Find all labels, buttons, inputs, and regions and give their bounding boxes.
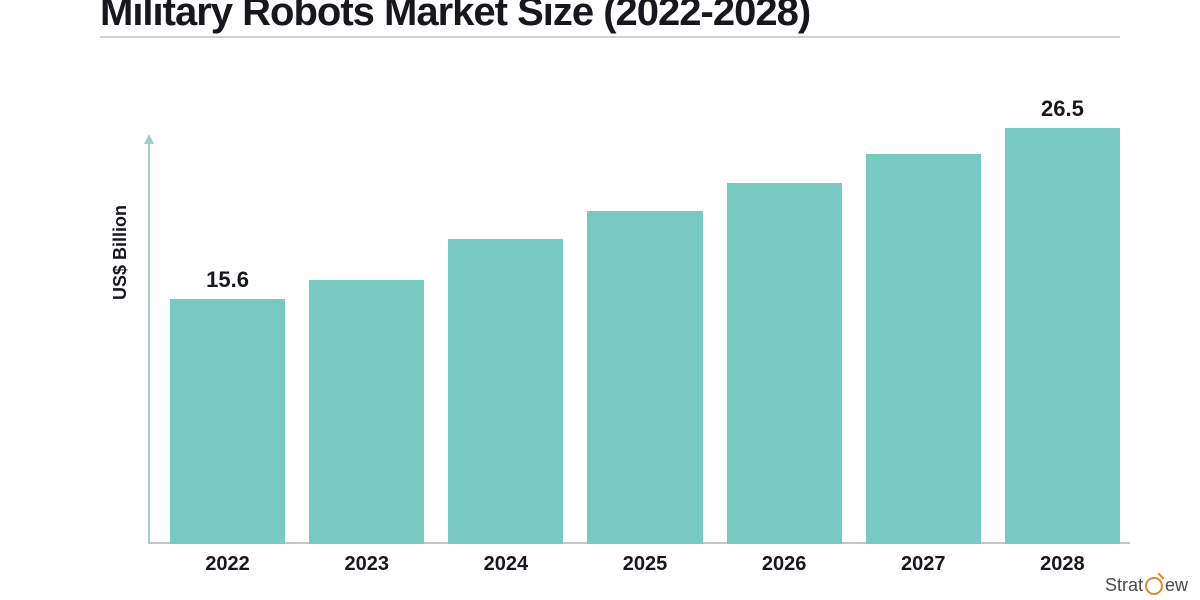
bar — [309, 280, 424, 544]
bar-category-label: 2024 — [484, 553, 529, 576]
y-axis-label: US$ Billion — [110, 205, 131, 300]
bar-category-label: 2026 — [762, 553, 807, 576]
bar-slot: 2024 — [448, 207, 563, 544]
brand-target-icon — [1145, 577, 1163, 595]
bar-slot: 15.62022 — [170, 267, 285, 544]
bar-category-label: 2025 — [623, 553, 668, 576]
title-separator — [100, 36, 1120, 38]
bar-category-label: 2023 — [344, 553, 389, 576]
bar-category-label: 2027 — [901, 553, 946, 576]
bar-slot: 26.52028 — [1005, 96, 1120, 544]
brand-text-right: ew — [1165, 575, 1188, 596]
bar — [587, 211, 702, 544]
bar-value-label: 26.5 — [1041, 96, 1084, 122]
bar-slot: 2027 — [866, 122, 981, 544]
bars-container: 15.620222023202420252026202726.52028 — [170, 74, 1120, 544]
bar-slot: 2025 — [587, 179, 702, 544]
chart-title: Military Robots Market Size (2022-2028) — [100, 0, 810, 35]
bar — [1005, 128, 1120, 544]
bar — [727, 183, 842, 544]
brand-text-left: Strat — [1105, 575, 1143, 596]
bar-category-label: 2028 — [1040, 553, 1085, 576]
bar-category-label: 2022 — [205, 553, 250, 576]
brand-logo: Strat ew — [1105, 575, 1188, 596]
bar — [448, 239, 563, 544]
bar-slot: 2023 — [309, 248, 424, 544]
bar — [866, 154, 981, 544]
bar — [170, 299, 285, 544]
bar-value-label: 15.6 — [206, 267, 249, 293]
bar-slot: 2026 — [727, 151, 842, 544]
y-axis-arrow-icon — [148, 144, 150, 544]
